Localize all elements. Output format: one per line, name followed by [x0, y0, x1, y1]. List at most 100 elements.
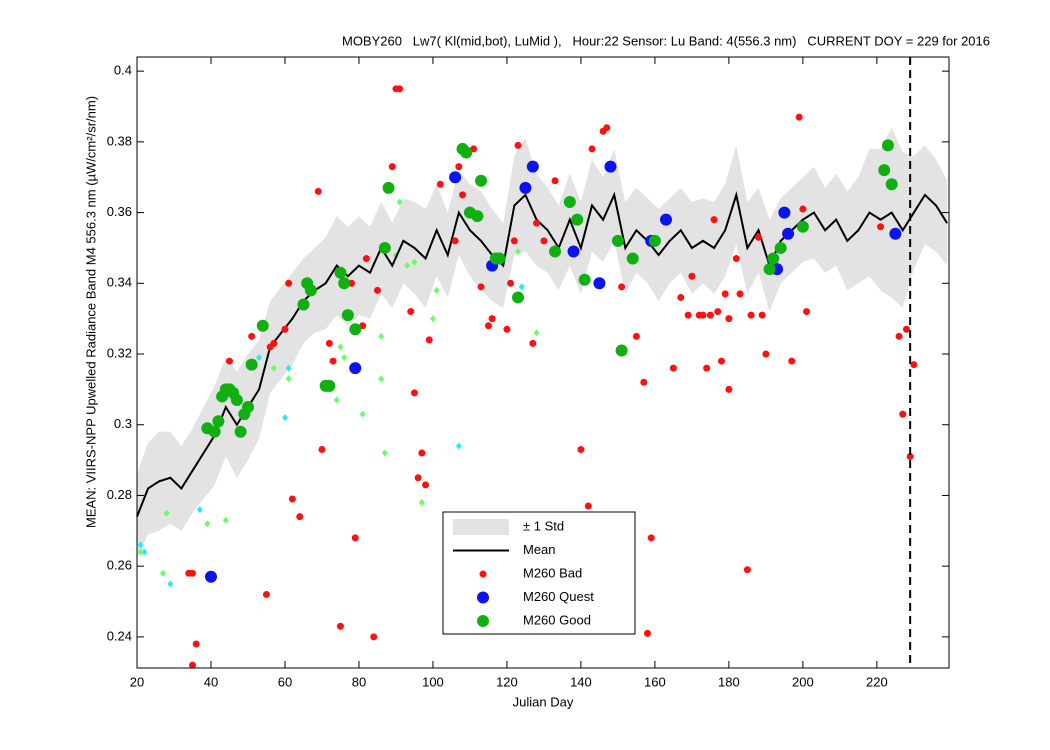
point — [370, 633, 378, 641]
point — [256, 319, 269, 332]
diamond-point — [137, 548, 144, 556]
point — [349, 362, 362, 375]
point — [245, 358, 258, 371]
diamond-point — [396, 198, 403, 206]
y-tick-label: 0.26 — [107, 558, 132, 573]
point — [533, 219, 541, 227]
legend-label: M260 Quest — [523, 589, 594, 604]
point — [782, 227, 795, 240]
point — [660, 213, 673, 226]
diamond-point — [167, 580, 174, 588]
point — [514, 141, 522, 149]
point — [304, 284, 317, 297]
diamond-point — [418, 499, 425, 507]
diamond-point — [159, 569, 166, 577]
point — [774, 241, 787, 254]
point — [241, 401, 254, 414]
point — [677, 293, 685, 301]
point — [526, 160, 539, 173]
diamond-point — [359, 410, 366, 418]
point — [459, 191, 467, 199]
legend-swatch — [477, 591, 489, 604]
point — [732, 255, 740, 263]
plot-frame — [136, 56, 950, 669]
x-tick-label: 100 — [422, 674, 444, 689]
point — [563, 195, 576, 208]
point — [549, 245, 562, 258]
point — [644, 629, 652, 637]
point — [512, 291, 525, 304]
point — [388, 163, 396, 171]
point — [225, 357, 233, 365]
x-tick-label: 120 — [496, 674, 518, 689]
x-tick-label: 60 — [278, 674, 292, 689]
point — [626, 252, 639, 265]
point — [578, 273, 591, 286]
point — [329, 357, 337, 365]
legend-label: ± 1 Std — [523, 518, 564, 533]
point — [296, 513, 304, 521]
point — [703, 364, 711, 372]
point — [736, 290, 744, 298]
point — [510, 237, 518, 245]
point — [895, 332, 903, 340]
x-axis-label: Julian Day — [513, 694, 574, 709]
diamond-point — [270, 364, 277, 372]
legend-swatch — [477, 615, 489, 627]
diamond-point — [429, 315, 436, 323]
point — [632, 332, 640, 340]
y-tick-label: 0.32 — [107, 345, 132, 360]
diamond-point — [455, 442, 462, 450]
point — [477, 283, 485, 291]
point — [373, 286, 381, 294]
legend-label: M260 Bad — [523, 565, 582, 580]
point — [571, 213, 584, 226]
point — [529, 339, 537, 347]
point — [889, 227, 902, 240]
point — [881, 139, 894, 152]
point — [648, 234, 661, 247]
diamond-point — [518, 283, 525, 291]
point — [743, 566, 751, 574]
point — [906, 453, 914, 461]
point — [410, 389, 418, 397]
point — [407, 308, 415, 316]
point — [378, 241, 391, 254]
point — [212, 415, 225, 428]
point — [425, 336, 433, 344]
diamond-point — [137, 541, 144, 549]
point — [721, 290, 729, 298]
point — [204, 570, 217, 583]
diamond-point — [533, 329, 540, 337]
point — [471, 210, 484, 223]
legend-label: M260 Good — [523, 612, 591, 627]
point — [349, 323, 362, 336]
diamond-point — [515, 247, 522, 255]
point — [699, 311, 707, 319]
point — [577, 445, 585, 453]
x-tick-label: 220 — [866, 674, 888, 689]
point — [281, 325, 289, 333]
diamond-point — [378, 375, 385, 383]
y-tick-label: 0.36 — [107, 204, 132, 219]
point — [248, 332, 256, 340]
point — [334, 266, 347, 279]
point — [758, 311, 766, 319]
point — [584, 502, 592, 510]
x-tick-label: 80 — [352, 674, 366, 689]
diamond-point — [196, 506, 203, 514]
point — [603, 124, 611, 132]
point — [314, 187, 322, 195]
point — [208, 425, 221, 438]
point — [803, 308, 811, 316]
point — [234, 425, 247, 438]
point — [885, 178, 898, 191]
point — [422, 481, 430, 489]
diamond-point — [381, 449, 388, 457]
point — [297, 298, 310, 311]
point — [285, 279, 293, 287]
point — [910, 361, 918, 369]
point — [799, 205, 807, 213]
